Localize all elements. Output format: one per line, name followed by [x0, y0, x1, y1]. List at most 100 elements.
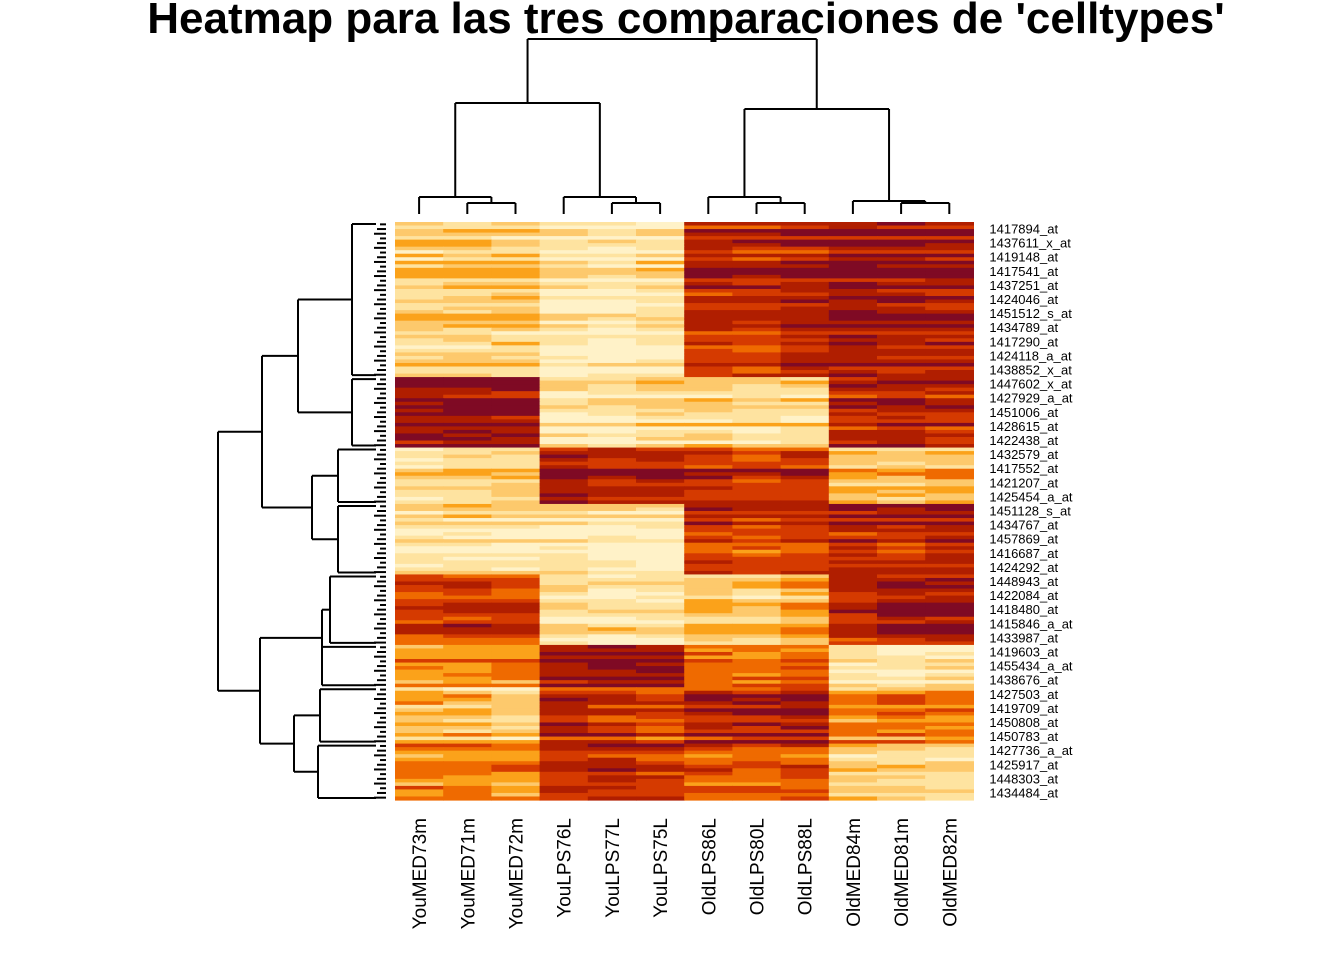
heatmap-cell	[395, 486, 444, 491]
heatmap-cell	[539, 729, 589, 734]
heatmap-cell	[587, 602, 637, 607]
heatmap-cell	[443, 373, 492, 378]
heatmap-cell	[780, 285, 830, 290]
heatmap-cell	[539, 496, 589, 502]
heatmap-cell	[925, 750, 974, 755]
heatmap-cell	[539, 306, 589, 311]
heatmap-cell	[636, 264, 685, 269]
heatmap-cell	[925, 440, 974, 445]
heatmap-cell	[443, 743, 492, 748]
heatmap-cell	[636, 644, 685, 650]
heatmap-cell	[636, 260, 685, 265]
heatmap-cell	[877, 648, 926, 653]
heatmap-cell	[925, 637, 974, 643]
heatmap-cell	[395, 271, 444, 276]
heatmap-cell	[395, 264, 444, 269]
heatmap-cell	[828, 341, 878, 346]
heatmap-cell	[828, 585, 878, 590]
heatmap-cell	[877, 366, 926, 371]
heatmap-cell	[925, 782, 974, 787]
heatmap-cell	[395, 704, 444, 709]
heatmap-cell	[395, 722, 444, 727]
heatmap-cell	[491, 528, 541, 533]
heatmap-cell	[539, 528, 589, 533]
heatmap-cell	[443, 479, 492, 484]
heatmap-cell	[395, 736, 444, 741]
heatmap-cell	[925, 733, 974, 738]
heatmap-cell	[587, 609, 637, 614]
heatmap-cell	[539, 461, 589, 466]
heatmap-cell	[732, 296, 782, 301]
heatmap-cell	[587, 243, 637, 248]
heatmap-cell	[636, 486, 685, 491]
heatmap-cell	[780, 771, 830, 776]
heatmap-cell	[587, 708, 637, 713]
heatmap-cell	[732, 387, 782, 392]
heatmap-cell	[491, 324, 541, 329]
heatmap-cell	[877, 281, 926, 287]
heatmap-cell	[877, 796, 926, 801]
heatmap-cell	[877, 489, 926, 494]
heatmap-cell	[539, 257, 589, 262]
heatmap-cell	[587, 778, 637, 783]
heatmap-cell	[780, 408, 830, 413]
heatmap-cell	[877, 592, 926, 597]
heatmap-cell	[395, 775, 444, 780]
heatmap-cell	[732, 391, 782, 396]
heatmap-cell	[828, 588, 878, 593]
heatmap-cell	[395, 750, 444, 755]
heatmap-cell	[443, 377, 492, 382]
heatmap-cell	[395, 655, 444, 660]
heatmap-cell	[828, 243, 878, 248]
heatmap-cell	[732, 796, 782, 801]
heatmap-cell	[636, 676, 685, 681]
heatmap-cell	[732, 708, 782, 713]
heatmap-cell	[587, 514, 637, 519]
heatmap-cell	[828, 232, 878, 237]
heatmap-cell	[443, 514, 492, 519]
heatmap-cell	[925, 496, 974, 502]
heatmap-cell	[443, 271, 492, 276]
heatmap-cell	[877, 327, 926, 332]
heatmap-cell	[828, 458, 878, 463]
heatmap-cell	[732, 288, 782, 294]
heatmap-cell	[491, 496, 541, 502]
heatmap-cell	[780, 708, 830, 713]
heatmap-cell	[491, 278, 541, 283]
heatmap-cell	[443, 750, 492, 755]
heatmap-cell	[395, 222, 444, 227]
heatmap-cell	[539, 651, 589, 657]
heatmap-cell	[443, 606, 492, 611]
heatmap-cell	[684, 535, 733, 540]
row-label: 1451006_at	[989, 405, 1058, 420]
heatmap-cell	[443, 274, 492, 279]
heatmap-cell	[587, 620, 637, 625]
heatmap-cell	[636, 232, 685, 237]
heatmap-cell	[877, 320, 926, 325]
heatmap-cell	[877, 623, 926, 628]
heatmap-cell	[732, 281, 782, 287]
heatmap-cell	[395, 620, 444, 625]
heatmap-cell	[539, 444, 589, 449]
heatmap-cell	[732, 556, 782, 561]
heatmap-cell	[780, 451, 830, 456]
heatmap-cell	[925, 458, 974, 463]
heatmap-cell	[636, 655, 685, 660]
heatmap-cell	[443, 736, 492, 741]
heatmap-cell	[732, 366, 782, 371]
heatmap-cell	[828, 592, 878, 597]
heatmap-cell	[539, 426, 589, 431]
heatmap-cell	[877, 754, 926, 759]
column-label: OldMED81m	[892, 818, 913, 927]
heatmap-cell	[539, 264, 589, 269]
heatmap-cell	[684, 391, 733, 396]
heatmap-cell	[780, 447, 830, 452]
heatmap-cell	[925, 489, 974, 494]
heatmap-cell	[636, 447, 685, 452]
heatmap-cell	[587, 366, 637, 371]
heatmap-cell	[539, 785, 589, 791]
heatmap-cell	[828, 683, 878, 688]
heatmap-cell	[491, 577, 541, 583]
heatmap-cell	[636, 764, 685, 769]
heatmap-cell	[636, 320, 685, 325]
